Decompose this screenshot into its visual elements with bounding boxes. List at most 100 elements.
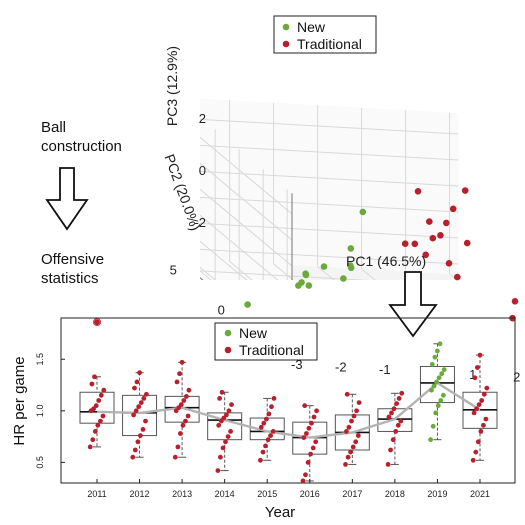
box-point-2018	[398, 418, 404, 424]
boxplot-y-tick-label: 1.0	[35, 405, 45, 418]
box-point-2017	[348, 449, 353, 455]
pca-gridline	[200, 118, 459, 135]
box-point-2012	[137, 370, 143, 376]
boxplot-x-tick-label: 2011	[87, 489, 106, 499]
pca-gridline	[229, 261, 253, 280]
box-point-2013	[184, 394, 189, 399]
box-point-2016	[303, 472, 308, 478]
boxplot-data-points	[87, 318, 490, 484]
box-point-2011	[98, 418, 103, 424]
pca-point-new	[302, 270, 309, 278]
box-point-2017	[355, 433, 361, 438]
box-point-2013	[181, 398, 187, 403]
box-point-2019	[441, 367, 447, 372]
box-point-2015	[261, 420, 267, 426]
box-point-2021	[477, 352, 483, 358]
box-point-2019	[429, 362, 435, 367]
pca-gridline	[200, 144, 459, 161]
box-point-2019	[430, 423, 436, 429]
pca-point-new	[347, 245, 355, 252]
box-point-2015	[260, 449, 266, 455]
pca-gridline	[200, 248, 459, 265]
box-point-2014	[228, 429, 234, 434]
box-point-2015	[258, 424, 264, 430]
pca-point-new	[320, 263, 328, 270]
box-point-2012	[133, 408, 139, 414]
box-point-2017	[354, 408, 359, 414]
box-point-2012	[131, 412, 137, 418]
box-point-2012	[132, 385, 137, 391]
box-point-2012	[141, 396, 147, 401]
pca-gridline	[200, 170, 459, 187]
box-point-2015	[258, 457, 263, 463]
box-point-2011	[96, 398, 102, 403]
pca-legend-new-marker	[282, 23, 290, 31]
box-point-2011	[90, 437, 96, 443]
pca-z-tick-label: -2	[194, 215, 206, 230]
box-point-2017	[353, 439, 359, 445]
box-2016	[292, 405, 328, 482]
boxplot-frame	[60, 317, 516, 484]
box-point-2019	[428, 437, 433, 443]
pca-gridline	[200, 222, 459, 239]
pca-gridline	[200, 136, 293, 215]
box-2014	[207, 391, 243, 472]
pca-point-new	[305, 282, 313, 289]
box-point-2018	[395, 422, 401, 428]
box-point-2013	[178, 431, 183, 436]
pca-point-new	[298, 279, 305, 286]
box-point-2014	[226, 408, 232, 414]
box-point-2013	[186, 387, 192, 393]
box-point-2014	[224, 412, 229, 418]
box-point-2021	[470, 457, 476, 463]
box-point-2012	[132, 447, 138, 453]
pca-legend: New Traditional	[273, 15, 377, 54]
pca-gridline	[215, 290, 497, 306]
offensive-statistics-line-2: statistics	[41, 270, 99, 287]
box-point-2016	[311, 414, 317, 420]
box-point-2012	[136, 404, 142, 410]
box-point-2018	[385, 462, 391, 467]
box-point-2016	[310, 445, 316, 451]
box-point-2012	[144, 391, 149, 397]
pca-point-traditional	[437, 232, 444, 239]
box-point-2021	[481, 391, 487, 397]
box-point-2019	[429, 387, 434, 393]
box-point-2019	[435, 348, 440, 354]
pca-x-axis-line	[292, 354, 525, 370]
box-point-2014	[219, 389, 225, 395]
pca-gridline	[200, 214, 279, 280]
pca-point-new	[244, 301, 251, 308]
offensive-statistics-label: Offensive statistics	[41, 250, 104, 288]
box-point-2016	[302, 403, 308, 409]
box-point-2021	[484, 385, 490, 391]
box-point-2018	[388, 447, 393, 453]
box-point-2015	[270, 429, 276, 434]
box-point-2015	[266, 411, 272, 417]
box-point-2011	[92, 429, 98, 434]
box-2021	[462, 354, 498, 461]
pca-gridline	[273, 263, 294, 280]
boxplot-xlabel: Year	[265, 504, 295, 521]
box-point-2017	[351, 413, 357, 419]
pca-gridline	[200, 162, 293, 241]
box-point-2012	[135, 439, 141, 445]
pca-floor-panel	[200, 98, 466, 280]
boxplot-x-tick-label: 2014	[215, 489, 235, 499]
box-point-2011	[87, 444, 93, 450]
box-point-2018	[389, 410, 394, 416]
box-point-2017	[346, 424, 352, 430]
pca-xlabel: PC1 (46.5%)	[346, 253, 426, 269]
box-point-2019	[436, 375, 442, 381]
pca-gridline	[200, 188, 293, 267]
box-point-2018	[394, 401, 399, 406]
box-point-2014	[223, 439, 228, 445]
boxplot-x-tick-label: 2021	[470, 489, 490, 499]
pca-side-wall	[200, 116, 292, 280]
boxplot-x-tick-label: 2016	[300, 489, 320, 499]
pca-point-traditional	[443, 219, 450, 227]
pca-gridline	[287, 350, 525, 366]
pca-point-traditional	[461, 187, 469, 194]
pca-point-traditional	[429, 234, 437, 242]
boxplot-legend-traditional-marker	[224, 346, 232, 354]
